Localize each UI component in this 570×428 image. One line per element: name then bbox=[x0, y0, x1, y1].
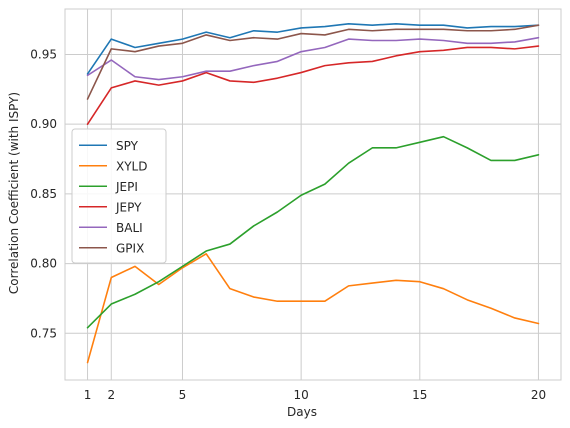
legend-label: GPIX bbox=[116, 241, 144, 255]
y-tick-label: 0.95 bbox=[30, 47, 57, 61]
x-tick-label: 10 bbox=[293, 388, 308, 402]
x-axis-label: Days bbox=[287, 405, 317, 419]
series-line-spy bbox=[86, 22, 540, 75]
series-line-bali bbox=[86, 36, 540, 81]
series-line-jepi bbox=[86, 135, 540, 329]
x-tick-label: 2 bbox=[107, 388, 115, 402]
x-axis-ticks: 1 2 5 10 15 20 bbox=[84, 388, 546, 402]
y-tick-label: 0.75 bbox=[30, 326, 57, 340]
x-tick-label: 5 bbox=[179, 388, 187, 402]
y-tick-label: 0.85 bbox=[30, 187, 57, 201]
legend-label: BALI bbox=[116, 221, 143, 235]
plot-border bbox=[64, 8, 562, 381]
legend-item: SPY bbox=[79, 139, 139, 153]
legend-item: JEPI bbox=[79, 180, 138, 194]
x-tick-label: 15 bbox=[412, 388, 427, 402]
series-line-gpix bbox=[86, 24, 540, 100]
legend-label: JEPY bbox=[115, 200, 142, 214]
legend-item: GPIX bbox=[79, 241, 144, 255]
y-tick-label: 0.80 bbox=[30, 257, 57, 271]
x-tick-label: 1 bbox=[84, 388, 92, 402]
legend-label: XYLD bbox=[116, 159, 147, 173]
series-line-jepy bbox=[86, 45, 540, 125]
series-line-xyld bbox=[86, 253, 540, 364]
legend: SPY XYLD JEPI JEPY BALI GPIX bbox=[71, 128, 167, 264]
legend-box bbox=[71, 128, 167, 264]
plot-frame bbox=[64, 8, 562, 381]
legend-label: JEPI bbox=[115, 180, 138, 194]
legend-item: BALI bbox=[79, 221, 143, 235]
y-tick-label: 0.90 bbox=[30, 117, 57, 131]
y-axis-label: Correlation Coefficient (with ISPY) bbox=[7, 92, 21, 294]
legend-label: SPY bbox=[116, 139, 139, 153]
legend-item: XYLD bbox=[79, 159, 147, 173]
series-lines bbox=[86, 22, 540, 364]
y-axis-ticks: 0.75 0.80 0.85 0.90 0.95 bbox=[30, 47, 57, 340]
x-tick-label: 20 bbox=[531, 388, 546, 402]
legend-item: JEPY bbox=[79, 200, 142, 214]
